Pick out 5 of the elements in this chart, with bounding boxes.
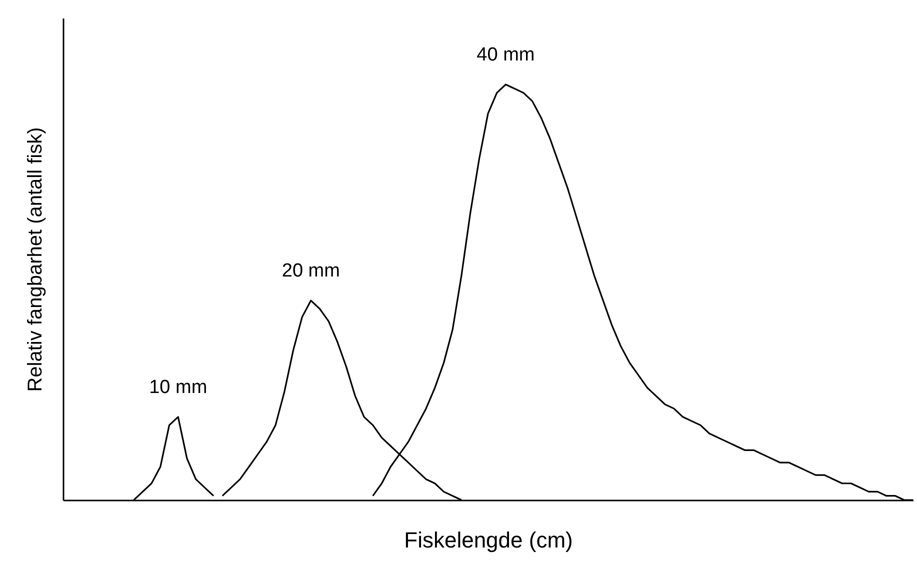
x-axis-title: Fiskelengde (cm)	[404, 528, 573, 552]
series-label: 40 mm	[476, 44, 535, 66]
series-label: 10 mm	[149, 376, 208, 398]
y-axis-title: Relativ fangbarhet (antall fisk)	[24, 127, 46, 392]
series-label: 20 mm	[282, 260, 340, 282]
